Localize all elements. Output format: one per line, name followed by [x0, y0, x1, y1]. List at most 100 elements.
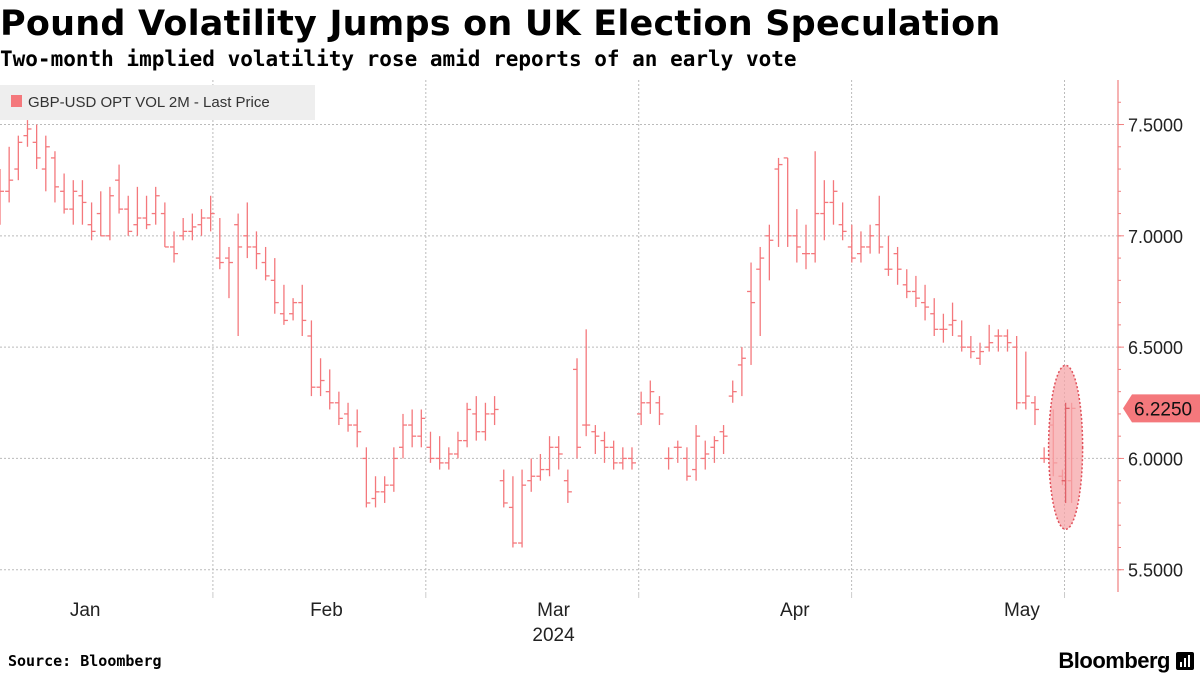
legend: GBP-USD OPT VOL 2M - Last Price	[0, 85, 315, 120]
ohlc-bar	[142, 195, 151, 230]
y-tick-label: 5.5000	[1128, 561, 1183, 581]
ohlc-bar	[893, 246, 902, 285]
latest-highlight	[1047, 364, 1084, 531]
price-tag-shape	[1123, 394, 1200, 423]
ohlc-bar	[518, 469, 527, 548]
ohlc-bar	[0, 169, 4, 225]
ohlc-bar	[801, 224, 810, 270]
y-tick-label: 7.0000	[1128, 227, 1183, 247]
ohlc-bar	[463, 402, 472, 448]
ohlc-bar	[911, 275, 920, 308]
ohlc-bar	[747, 262, 756, 365]
ohlc-bar	[820, 180, 829, 241]
ohlc-bar	[1021, 351, 1030, 410]
ohlc-bar	[655, 396, 664, 426]
ohlc-bar	[1030, 396, 1039, 426]
chart-title: Pound Volatility Jumps on UK Election Sp…	[0, 4, 1001, 44]
legend-background	[0, 85, 315, 120]
x-axis-year: 2024	[532, 625, 575, 646]
ohlc-bar	[499, 469, 508, 508]
ohlc-bar	[481, 402, 490, 441]
ohlc-bar	[985, 324, 994, 352]
x-axis: Jan Feb Mar Apr May 2024	[70, 592, 1066, 646]
y-tick-label: 6.0000	[1128, 449, 1183, 469]
ohlc-bar	[875, 195, 884, 254]
ohlc-bar	[60, 173, 69, 214]
ohlc-bar	[389, 447, 398, 492]
ohlc-bar	[87, 202, 96, 241]
ohlc-bar	[298, 284, 307, 336]
ohlc-bar	[866, 224, 875, 254]
chart-subtitle: Two-month implied volatility rose amid r…	[0, 47, 797, 71]
brand-name: Bloomberg	[1058, 648, 1170, 673]
ohlc-bar	[215, 218, 224, 270]
ohlc-bar	[316, 358, 325, 397]
ohlc-bar	[902, 269, 911, 299]
source-note: Source: Bloomberg	[8, 652, 162, 670]
ohlc-bar	[353, 409, 362, 448]
ohlc-bar	[252, 231, 261, 270]
ohlc-bar	[41, 135, 50, 192]
ohlc-bar	[554, 436, 563, 470]
ohlc-bar	[1003, 329, 1012, 352]
ohlc-bar	[426, 431, 435, 463]
ohlc-bar	[609, 440, 618, 470]
ohlc-bar	[5, 146, 14, 203]
ohlc-bar	[197, 209, 206, 236]
x-tick-label: Apr	[780, 600, 810, 621]
ohlc-bar	[921, 284, 930, 321]
x-tick-label: Mar	[537, 600, 570, 621]
ohlc-bar	[701, 440, 710, 470]
ohlc-bar	[307, 320, 316, 397]
ohlc-bar	[371, 476, 380, 508]
ohlc-bar	[124, 195, 133, 236]
ohlc-bar	[23, 120, 32, 147]
ohlc-bars	[0, 120, 1076, 548]
x-tick-label: Jan	[70, 600, 101, 621]
ohlc-bar	[637, 391, 646, 426]
ohlc-bar	[646, 380, 655, 414]
ohlc-bar	[289, 298, 298, 321]
ohlc-bar	[78, 180, 87, 225]
legend-label: GBP-USD OPT VOL 2M - Last Price	[28, 94, 270, 111]
ohlc-bar	[976, 342, 985, 365]
ohlc-bar	[627, 447, 636, 470]
ohlc-bar	[508, 476, 517, 548]
ohlc-bar	[234, 213, 243, 336]
ohlc-bar	[279, 284, 288, 325]
ohlc-bar	[151, 186, 160, 225]
ohlc-bar	[884, 235, 893, 276]
ohlc-bar	[398, 413, 407, 459]
ohlc-bar	[957, 320, 966, 352]
ohlc-bar	[362, 447, 371, 508]
ohlc-bar	[261, 246, 270, 281]
ohlc-bar	[380, 476, 389, 503]
ohlc-bar	[563, 469, 572, 503]
ohlc-bar	[545, 436, 554, 477]
ohlc-bar	[756, 246, 765, 336]
legend-swatch	[11, 95, 22, 107]
x-tick-label: Feb	[310, 600, 343, 621]
ohlc-bar	[270, 258, 279, 314]
ohlc-bar	[69, 180, 78, 225]
ohlc-bar	[170, 231, 179, 263]
ohlc-bar	[472, 396, 481, 441]
ohlc-bar	[792, 209, 801, 263]
ohlc-bar	[32, 124, 41, 170]
ohlc-bar	[408, 409, 417, 448]
last-price-tag: 6.2250	[1123, 394, 1200, 423]
ohlc-bar	[682, 447, 691, 481]
ohlc-bar	[417, 409, 426, 448]
ohlc-bar	[664, 447, 673, 470]
ohlc-bar	[710, 436, 719, 463]
ohlc-bar	[1012, 336, 1021, 410]
ohlc-bar	[847, 224, 856, 263]
x-tick-label: May	[1004, 600, 1040, 621]
ohlc-bar	[133, 186, 142, 236]
ohlc-bar	[692, 425, 701, 481]
ohlc-bar	[948, 302, 957, 336]
ohlc-bar	[582, 329, 591, 437]
ohlc-bar	[829, 180, 838, 225]
ohlc-bar	[719, 425, 728, 454]
